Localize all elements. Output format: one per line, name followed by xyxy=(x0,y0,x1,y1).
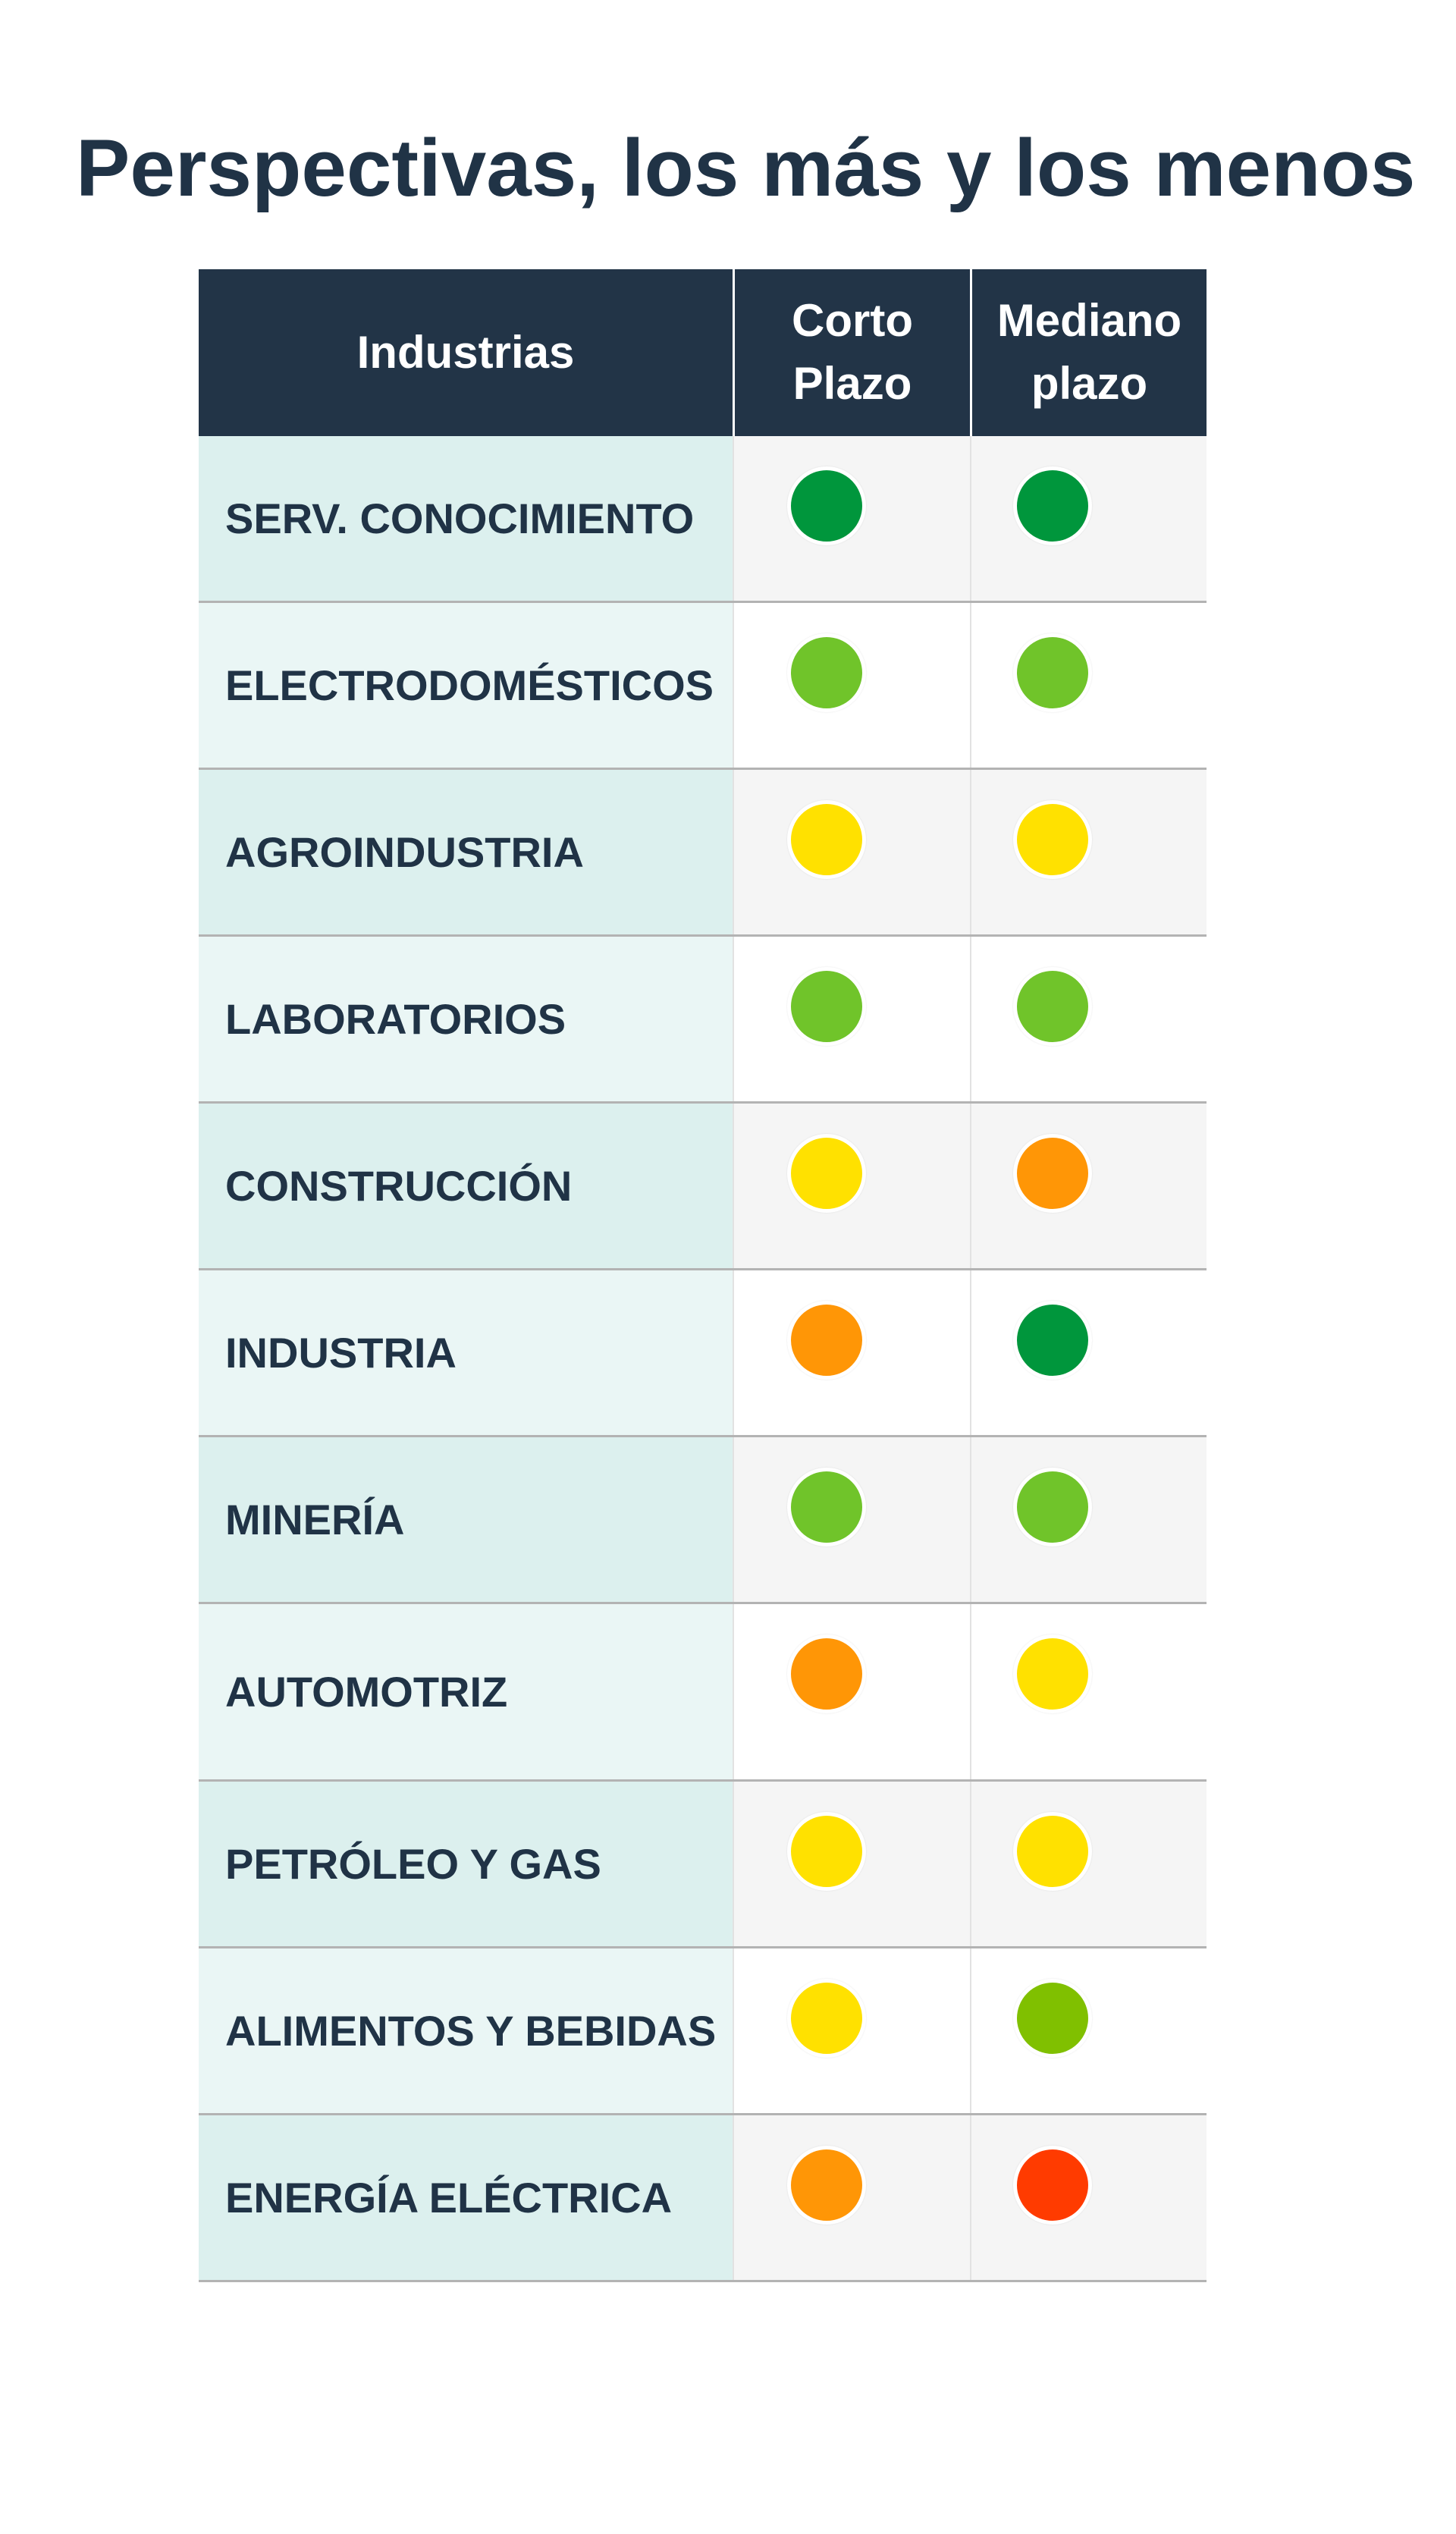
table-row: ENERGÍA ELÉCTRICA xyxy=(199,2115,1207,2282)
header-short-term-line-1: Corto xyxy=(792,295,913,347)
medium-term-status-dot xyxy=(1013,967,1092,1046)
header-industries: Industrias xyxy=(356,326,575,378)
page-title: Perspectivas, los más y los menos xyxy=(76,122,1416,213)
industry-name: AUTOMOTRIZ xyxy=(199,1604,733,1779)
table-row: ELECTRODOMÉSTICOS xyxy=(199,603,1207,770)
medium-term-status-dot xyxy=(1013,1468,1092,1546)
header-short-term: Corto Plazo xyxy=(733,269,970,436)
industry-name: INDUSTRIA xyxy=(199,1270,733,1435)
medium-term-status-dot xyxy=(1013,1812,1092,1891)
medium-term-status-dot xyxy=(1013,1634,1092,1713)
short-term-cell xyxy=(733,1782,970,1946)
industry-name: CONSTRUCCIÓN xyxy=(199,1104,733,1268)
medium-term-status-dot xyxy=(1013,466,1092,545)
medium-term-status-dot xyxy=(1013,1301,1092,1380)
medium-term-cell xyxy=(970,1782,1207,1946)
table-row: ALIMENTOS Y BEBIDAS xyxy=(199,1948,1207,2115)
short-term-status-dot xyxy=(787,1812,866,1891)
short-term-cell xyxy=(733,1104,970,1268)
short-term-status-dot xyxy=(787,967,866,1046)
short-term-status-dot xyxy=(787,1468,866,1546)
medium-term-cell xyxy=(970,436,1207,601)
short-term-status-dot xyxy=(787,1979,866,2058)
short-term-status-dot xyxy=(787,800,866,879)
table-row: SERV. CONOCIMIENTO xyxy=(199,436,1207,603)
table-header-row: Industrias Corto Plazo Mediano plazo xyxy=(199,269,1207,436)
table-row: MINERÍA xyxy=(199,1437,1207,1604)
table-row: AUTOMOTRIZ xyxy=(199,1604,1207,1782)
short-term-cell xyxy=(733,1604,970,1779)
header-medium-term-line-1: Mediano xyxy=(996,295,1182,347)
medium-term-cell xyxy=(970,1270,1207,1435)
table-row: CONSTRUCCIÓN xyxy=(199,1104,1207,1270)
medium-term-cell xyxy=(970,1437,1207,1602)
medium-term-status-dot xyxy=(1013,1979,1092,2058)
industry-name: PETRÓLEO Y GAS xyxy=(199,1782,733,1946)
industry-name: MINERÍA xyxy=(199,1437,733,1602)
table-row: PETRÓLEO Y GAS xyxy=(199,1782,1207,1948)
table-body: SERV. CONOCIMIENTO ELECTRODOMÉSTICOS AGROI… xyxy=(199,436,1207,2282)
short-term-cell xyxy=(733,1270,970,1435)
medium-term-status-dot xyxy=(1013,633,1092,712)
short-term-cell xyxy=(733,770,970,934)
medium-term-cell xyxy=(970,603,1207,768)
industry-name: ALIMENTOS Y BEBIDAS xyxy=(199,1948,733,2113)
industry-name: ENERGÍA ELÉCTRICA xyxy=(199,2115,733,2280)
medium-term-cell xyxy=(970,1104,1207,1268)
medium-term-cell xyxy=(970,1604,1207,1779)
table-row: AGROINDUSTRIA xyxy=(199,770,1207,937)
medium-term-cell xyxy=(970,2115,1207,2280)
industry-outlook-table: Industrias Corto Plazo Mediano plazo SER… xyxy=(199,269,1207,2282)
short-term-status-dot xyxy=(787,633,866,712)
medium-term-cell xyxy=(970,770,1207,934)
header-medium-term: Mediano plazo xyxy=(970,269,1207,436)
short-term-status-dot xyxy=(787,2146,866,2225)
industry-name: ELECTRODOMÉSTICOS xyxy=(199,603,733,768)
short-term-status-dot xyxy=(787,1134,866,1213)
medium-term-status-dot xyxy=(1013,2146,1092,2225)
short-term-status-dot xyxy=(787,466,866,545)
short-term-cell xyxy=(733,436,970,601)
short-term-cell xyxy=(733,1948,970,2113)
industry-name: LABORATORIOS xyxy=(199,937,733,1101)
medium-term-cell xyxy=(970,937,1207,1101)
table-row: INDUSTRIA xyxy=(199,1270,1207,1437)
industry-name: AGROINDUSTRIA xyxy=(199,770,733,934)
short-term-status-dot xyxy=(787,1634,866,1713)
short-term-cell xyxy=(733,603,970,768)
header-medium-term-line-2: plazo xyxy=(1031,358,1148,409)
short-term-status-dot xyxy=(787,1301,866,1380)
short-term-cell xyxy=(733,937,970,1101)
medium-term-cell xyxy=(970,1948,1207,2113)
short-term-cell xyxy=(733,1437,970,1602)
short-term-cell xyxy=(733,2115,970,2280)
medium-term-status-dot xyxy=(1013,800,1092,879)
medium-term-status-dot xyxy=(1013,1134,1092,1213)
header-short-term-line-2: Plazo xyxy=(792,358,912,409)
table-row: LABORATORIOS xyxy=(199,937,1207,1104)
industry-name: SERV. CONOCIMIENTO xyxy=(199,436,733,601)
